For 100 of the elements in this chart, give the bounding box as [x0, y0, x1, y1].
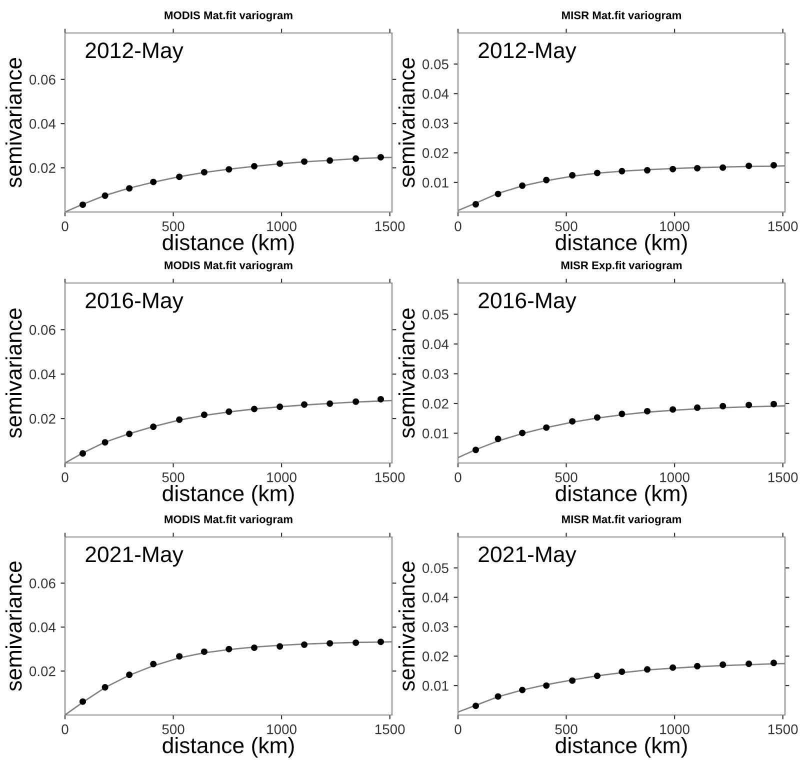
point — [644, 167, 651, 174]
y-tick-label: 0.02 — [29, 666, 56, 676]
x-tick-label: 1000 — [660, 472, 690, 482]
point — [644, 408, 651, 414]
point — [670, 166, 676, 172]
x-tick-label: 0 — [454, 472, 462, 482]
point — [176, 174, 183, 180]
point — [569, 677, 576, 684]
x-axis-title: distance (km) — [556, 234, 687, 255]
x-tick-label: 1500 — [375, 472, 405, 482]
point — [102, 439, 108, 446]
point — [176, 416, 183, 423]
x-tick-label: 1000 — [267, 221, 296, 232]
point — [200, 168, 208, 176]
point — [301, 641, 308, 648]
x-tick-label: 1500 — [768, 724, 798, 734]
x-tick-label: 1000 — [267, 472, 296, 482]
x-tick-label: 500 — [162, 221, 184, 232]
point — [670, 664, 676, 671]
point — [150, 178, 157, 186]
point — [226, 408, 232, 415]
point — [519, 430, 526, 436]
x-axis-title: distance (km) — [556, 736, 687, 758]
x-axis-title: distance (km) — [162, 234, 294, 255]
point — [746, 402, 752, 408]
y-axis-title: semivariance — [5, 308, 22, 438]
y-axis-title: semivariance — [5, 562, 22, 691]
point — [80, 201, 86, 208]
y-tick-label: 0.01 — [422, 428, 448, 438]
x-tick-label: 500 — [555, 472, 578, 482]
x-tick-label: 1500 — [375, 724, 405, 734]
point — [352, 639, 360, 646]
y-tick-label: 0.04 — [29, 118, 56, 129]
point — [150, 660, 157, 668]
y-axis-title: semivariance — [5, 58, 22, 188]
x-tick-label: 1000 — [660, 724, 690, 734]
y-tick-label: 0.04 — [422, 88, 449, 99]
y-tick-label: 0.03 — [422, 118, 448, 128]
point — [770, 400, 777, 408]
point — [377, 396, 384, 402]
point — [694, 404, 701, 411]
chart-title: MODIS Mat.fit variogram — [164, 261, 292, 272]
x-tick-label: 500 — [555, 724, 578, 734]
x-tick-label: 500 — [555, 221, 578, 232]
x-tick-label: 1000 — [267, 724, 296, 734]
y-tick-label: 0.02 — [422, 398, 448, 409]
y-tick-label: 0.04 — [422, 339, 449, 350]
point — [543, 682, 550, 689]
point — [377, 638, 384, 646]
y-axis-title: semivariance — [398, 58, 415, 188]
point — [150, 424, 157, 430]
annotation: 2021-May — [86, 546, 184, 567]
point — [720, 164, 726, 171]
y-tick-label: 0.02 — [422, 148, 448, 158]
y-tick-label: 0.06 — [29, 325, 56, 335]
point — [472, 702, 480, 710]
point — [276, 160, 284, 167]
point — [301, 158, 308, 165]
y-tick-label: 0.06 — [29, 74, 56, 85]
point — [276, 404, 284, 410]
point — [569, 418, 576, 425]
y-tick-label: 0.04 — [29, 622, 56, 632]
chart-title: MODIS Mat.fit variogram — [164, 515, 292, 526]
x-tick-label: 0 — [62, 724, 68, 734]
point — [326, 640, 334, 647]
annotation: 2021-May — [478, 546, 576, 567]
point — [80, 698, 86, 705]
point — [80, 450, 86, 457]
annotation: 2012-May — [86, 42, 184, 63]
point — [644, 666, 651, 673]
y-tick-label: 0.02 — [422, 651, 448, 662]
point — [569, 172, 576, 179]
point — [618, 410, 626, 418]
point — [276, 643, 284, 650]
annotation: 2016-May — [478, 292, 576, 313]
point — [519, 182, 526, 189]
point — [494, 693, 502, 700]
point — [251, 406, 258, 412]
y-tick-label: 0.04 — [29, 369, 56, 380]
chart-title: MISR Mat.fit variogram — [562, 515, 682, 526]
x-tick-label: 0 — [62, 221, 68, 232]
point — [176, 653, 183, 660]
point — [301, 401, 308, 408]
point — [594, 672, 601, 680]
point — [618, 668, 626, 676]
point — [618, 168, 626, 174]
point — [694, 164, 701, 172]
x-tick-label: 500 — [162, 472, 184, 482]
chart-title: MODIS Mat.fit variogram — [164, 11, 292, 22]
point — [226, 166, 232, 173]
x-axis-title: distance (km) — [162, 736, 294, 758]
point — [126, 430, 133, 438]
point — [720, 661, 726, 668]
x-tick-label: 1000 — [660, 221, 690, 232]
y-tick-label: 0.05 — [422, 310, 448, 320]
y-tick-label: 0.01 — [422, 178, 448, 188]
x-tick-label: 0 — [62, 472, 68, 482]
y-tick-label: 0.03 — [422, 622, 448, 632]
x-tick-label: 1500 — [768, 472, 798, 482]
point — [251, 163, 258, 170]
